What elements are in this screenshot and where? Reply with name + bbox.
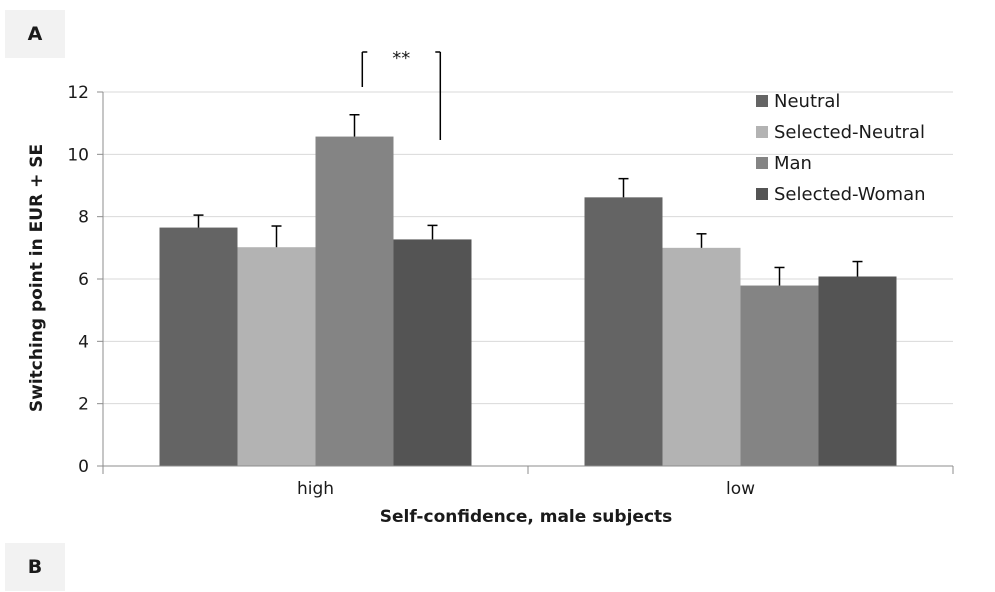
bar [662,247,741,466]
bar [315,136,394,466]
y-axis-title: Switching point in EUR + SE [27,144,47,412]
legend-label: Selected-Neutral [774,122,925,143]
significance-label: ** [392,48,410,69]
x-axis-title: Self-confidence, male subjects [380,507,673,527]
legend-swatch [756,95,768,107]
x-tick-label: low [726,479,755,499]
y-tick-label: 0 [78,457,89,477]
legend-swatch [756,188,768,200]
panel-label-b: B [5,543,65,591]
legend-swatch [756,126,768,138]
axes: 0 2 4 6 8 10 12 high low [67,83,954,499]
panel-label-a: A [5,10,65,58]
legend-swatch [756,157,768,169]
significance-annotation: ** [361,48,442,140]
y-tick-label: 6 [78,270,89,290]
bars [159,114,897,467]
y-tick-label: 10 [67,145,89,165]
legend: Neutral Selected-Neutral Man Selected-Woman [756,91,926,205]
bar [584,197,663,467]
bar [159,227,238,466]
y-tick-label: 8 [78,208,89,228]
bar [237,247,316,466]
legend-label: Selected-Woman [774,184,926,205]
legend-label: Neutral [774,91,840,112]
y-tick-label: 12 [67,83,89,103]
y-tick-label: 2 [78,395,89,415]
legend-label: Man [774,153,812,174]
bar [740,285,819,466]
bar [818,276,897,466]
y-tick-label: 4 [78,332,89,352]
x-tick-label: high [297,479,334,499]
bar [393,239,472,466]
